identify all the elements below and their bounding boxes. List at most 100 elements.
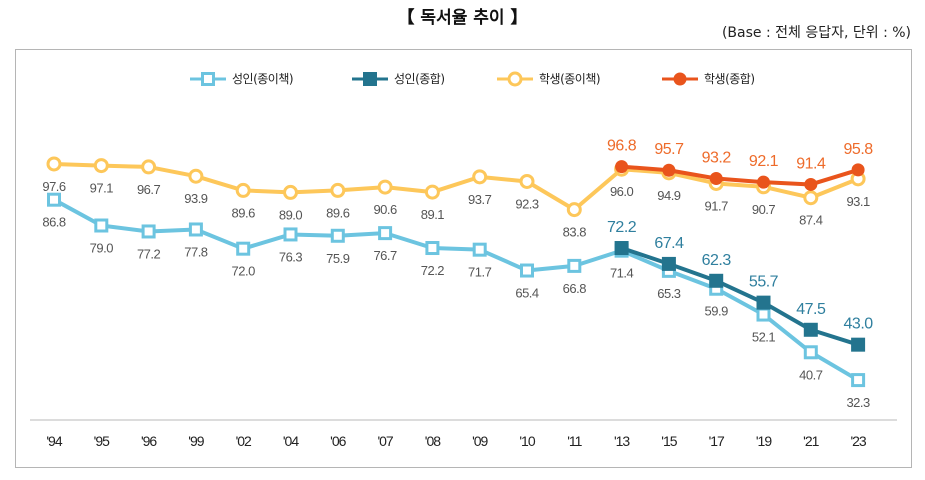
data-point [804,177,818,191]
x-tick-label: '99 [188,433,204,449]
legend-label: 학생(종이책) [539,71,600,86]
plot-frame [15,49,912,468]
data-label: 95.8 [844,141,874,158]
data-point [662,163,676,177]
data-point [615,160,629,174]
data-label: 79.0 [90,241,114,256]
data-point [188,168,204,184]
data-label: 96.7 [137,182,161,197]
data-label: 91.7 [705,198,729,213]
x-tick-label: '08 [425,433,441,449]
x-tick-label: '11 [567,433,582,449]
data-label: 72.0 [232,264,256,279]
data-point [424,184,440,200]
data-label: 71.7 [468,265,492,280]
legend-marker [201,72,215,86]
data-label: 71.4 [610,266,634,281]
data-point [567,258,582,273]
data-label: 62.3 [702,252,732,269]
data-label: 40.7 [799,367,823,382]
data-label: 92.3 [515,196,539,211]
series-line-2 [53,161,859,212]
data-label: 89.6 [232,205,256,220]
data-point [46,156,62,172]
data-label: 87.4 [799,213,823,228]
x-tick-label: '19 [756,433,772,449]
data-label: 65.3 [657,286,681,301]
data-label: 52.1 [752,330,776,345]
legend-label: 성인(종합) [394,72,445,86]
data-point [94,218,109,233]
legend-marker [363,72,377,86]
x-tick-label: '96 [141,433,157,449]
series-line-3 [621,164,859,187]
data-label: 77.2 [137,246,161,261]
data-label: 76.7 [373,248,397,263]
data-label: 89.6 [326,205,350,220]
data-label: 65.4 [515,286,539,301]
x-tick-label: '17 [709,433,725,449]
data-label: 90.7 [752,202,776,217]
data-point [566,202,582,218]
data-label: 76.3 [279,249,303,264]
data-label: 89.1 [421,207,445,222]
data-point [661,256,676,271]
data-point [425,241,440,256]
data-point [851,373,866,388]
x-tick-label: '23 [850,433,866,449]
data-point [614,241,629,256]
data-label: 93.2 [702,150,732,167]
x-tick-label: '15 [661,433,677,449]
data-point [709,273,724,288]
data-label: 72.2 [607,219,637,236]
data-label: 83.8 [563,225,587,240]
x-tick-label: '06 [330,433,346,449]
data-label: 67.4 [654,235,684,252]
x-tick-label: '07 [377,433,393,449]
data-label: 59.9 [705,304,729,319]
x-tick-label: '10 [519,433,535,449]
data-point [472,169,488,185]
x-tick-label: '02 [236,433,252,449]
legend-label: 학생(종합) [704,72,755,86]
data-point [47,192,61,207]
legend-marker [673,72,687,86]
x-tick-label: '13 [614,433,630,449]
data-label: 72.2 [421,263,445,278]
chart-title: 【 독서율 추이 】 [397,8,528,28]
x-tick-label: '94 [46,433,62,449]
data-point [330,228,345,243]
data-label: 91.4 [796,155,826,172]
data-point [283,227,298,242]
data-point [236,241,251,256]
data-label: 75.9 [326,251,350,266]
data-label: 55.7 [749,274,779,291]
data-point [756,295,771,310]
x-tick-label: '04 [283,433,299,449]
x-tick-label: '09 [472,433,488,449]
data-label: 66.8 [563,281,587,296]
series-line-0 [53,197,860,382]
data-point [519,173,535,189]
data-label: 77.8 [184,244,208,259]
data-label: 89.0 [279,207,303,222]
data-point [141,159,157,175]
data-point [756,307,771,322]
data-point [803,322,818,337]
data-point [93,158,109,174]
data-label: 47.5 [796,301,826,318]
data-point [472,242,487,257]
data-point [709,172,723,186]
data-point [757,175,770,189]
legend-marker [507,71,523,87]
data-point [377,179,393,195]
data-label: 86.8 [42,215,66,230]
data-point [851,163,865,177]
data-point [141,224,156,239]
data-point [330,182,346,198]
data-point [803,345,818,360]
data-point [235,182,251,198]
data-label: 97.1 [90,181,114,196]
data-label: 43.0 [844,316,874,333]
